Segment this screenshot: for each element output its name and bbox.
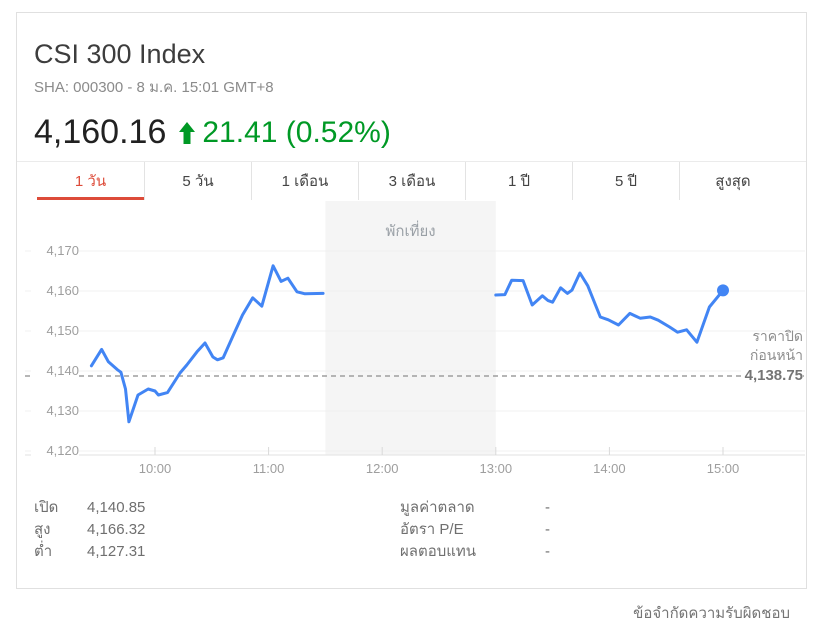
stat-value-high: 4,166.32: [87, 521, 146, 538]
x-axis-label: 10:00: [138, 461, 172, 476]
x-axis-label: 12:00: [365, 461, 399, 476]
tab-label: 5 ปี: [614, 173, 638, 190]
price-line-afternoon: [494, 271, 725, 344]
y-axis-label: 4,130: [31, 402, 79, 420]
price-row: 4,160.16 21.41 (0.52%): [34, 113, 391, 152]
stat-row-high: สูง 4,166.32: [34, 519, 145, 541]
tab-label: 3 เดือน: [388, 173, 436, 190]
tab-label: สูงสุด: [715, 173, 751, 190]
prev-close-value: 4,138.75: [740, 366, 803, 385]
tab-label: 5 วัน: [182, 173, 214, 190]
tab-5y[interactable]: 5 ปี: [572, 162, 679, 200]
ticker-subtitle: SHA: 000300 - 8 ม.ค. 15:01 GMT+8: [34, 79, 274, 96]
lunch-break-region: [325, 201, 496, 455]
x-axis-label: 14:00: [593, 461, 626, 476]
tab-label: 1 ปี: [507, 173, 531, 190]
stats-left-column: เปิด 4,140.85 สูง 4,166.32 ต่ำ 4,127.31: [34, 497, 145, 563]
lunch-break-label: พักเที่ยง: [385, 223, 436, 240]
x-axis-label: 15:00: [706, 461, 740, 476]
tab-label: 1 วัน: [74, 173, 107, 190]
stat-label-open: เปิด: [34, 499, 59, 516]
current-price: 4,160.16: [34, 113, 167, 151]
stat-row-open: เปิด 4,140.85: [34, 497, 145, 519]
stat-row-market_cap: มูลค่าตลาด -: [400, 497, 550, 519]
stat-row-low: ต่ำ 4,127.31: [34, 541, 145, 563]
stat-row-return: ผลตอบแทน -: [400, 541, 550, 563]
tab-1d[interactable]: 1 วัน: [37, 162, 144, 200]
time-range-tabs: 1 วัน 5 วัน 1 เดือน 3 เดือน 1 ปี 5 ปี สูงสุด: [17, 161, 806, 200]
up-arrow-icon: [178, 121, 196, 145]
prev-close-label-line2: ก่อนหน้า: [749, 347, 803, 363]
y-axis-label: 4,170: [31, 242, 79, 260]
tab-5d[interactable]: 5 วัน: [144, 162, 251, 200]
stat-label-high: สูง: [34, 521, 51, 538]
stat-value-return: -: [545, 543, 550, 560]
tab-1y[interactable]: 1 ปี: [465, 162, 572, 200]
stat-value-pe_ratio: -: [545, 521, 550, 538]
price-chart[interactable]: [25, 199, 805, 457]
tab-1m[interactable]: 1 เดือน: [251, 162, 358, 200]
finance-quote-card: CSI 300 Index SHA: 000300 - 8 ม.ค. 15:01…: [16, 12, 807, 589]
prev-close-label-line1: ราคาปิด: [752, 328, 803, 344]
selected-tab-underline: [37, 197, 144, 200]
y-axis-label: 4,150: [31, 322, 79, 340]
y-axis-label: 4,160: [31, 282, 79, 300]
tab-label: 1 เดือน: [281, 173, 329, 190]
index-title: CSI 300 Index: [34, 39, 206, 69]
x-axis-label: 13:00: [479, 461, 513, 476]
price-change: 21.41 (0.52%): [202, 115, 391, 149]
stat-row-pe_ratio: อัตรา P/E -: [400, 519, 550, 541]
stat-label-return: ผลตอบแทน: [400, 543, 477, 560]
stat-label-market_cap: มูลค่าตลาด: [400, 499, 475, 516]
stats-right-column: มูลค่าตลาด - อัตรา P/E - ผลตอบแทน -: [400, 497, 550, 563]
current-price-dot: [717, 284, 729, 297]
x-axis-label: 11:00: [252, 461, 285, 476]
prev-close-annotation: ราคาปิด ก่อนหน้า 4,138.75: [740, 327, 803, 385]
stat-value-open: 4,140.85: [87, 499, 146, 516]
disclaimer-link[interactable]: ข้อจำกัดความรับผิดชอบ: [633, 605, 790, 622]
stat-value-market_cap: -: [545, 499, 550, 516]
stat-value-low: 4,127.31: [87, 543, 146, 560]
tab-max[interactable]: สูงสุด: [679, 162, 786, 200]
stat-label-pe_ratio: อัตรา P/E: [400, 521, 464, 538]
tab-3m[interactable]: 3 เดือน: [358, 162, 465, 200]
price-line-morning: [89, 264, 325, 424]
y-axis-label: 4,140: [31, 362, 79, 380]
stat-label-low: ต่ำ: [34, 543, 53, 560]
y-axis-label: 4,120: [31, 442, 79, 460]
